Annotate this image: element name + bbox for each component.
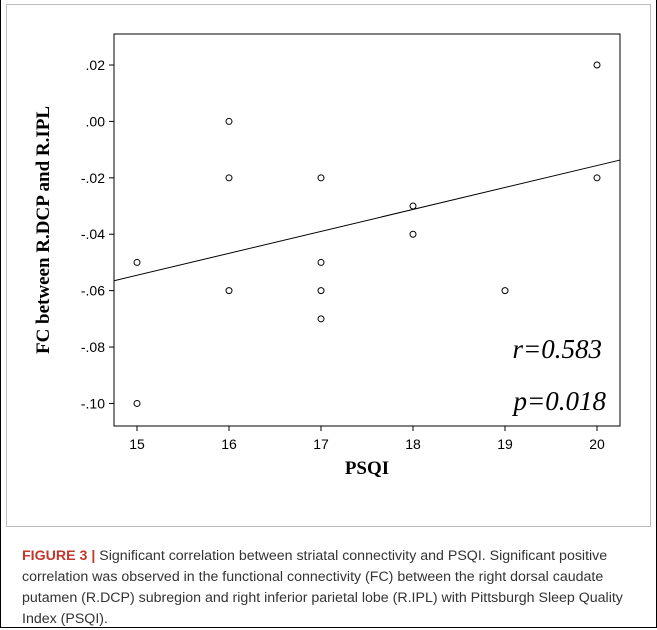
data-point: [409, 202, 417, 210]
data-point: [133, 399, 141, 407]
data-point: [409, 230, 417, 238]
y-tick-label: -.10: [81, 395, 105, 411]
y-tick-label: -.06: [81, 283, 105, 299]
fit-line: [113, 159, 621, 282]
scatter-chart: .02.00-.02-.04-.06-.08-.10 15 16 17 18 19 20 …: [33, 33, 621, 479]
x-tick-label: 18: [405, 436, 421, 452]
data-point: [225, 117, 233, 125]
data-point: [317, 287, 325, 295]
p-annotation: p=0.018: [512, 386, 607, 416]
y-tick-label: .00: [86, 113, 106, 129]
y-axis-title: FC between R.DCP and R.IPL: [33, 106, 54, 354]
data-point: [133, 258, 141, 266]
plot-area: [113, 33, 621, 427]
data-point: [225, 174, 233, 182]
caption-label: FIGURE 3 |: [22, 548, 96, 564]
x-axis-title: PSQI: [345, 458, 389, 479]
data-point: [317, 174, 325, 182]
caption-text: Significant correlation between striatal…: [22, 548, 623, 627]
figure-box: [6, 4, 651, 527]
y-axis: .02 .00 -.02 -.04 -.06 -.08 -.10: [81, 57, 114, 411]
data-point: [317, 315, 325, 323]
r-annotation: r=0.583: [513, 334, 602, 364]
x-tick-label: 16: [221, 436, 237, 452]
data-point: [593, 174, 601, 182]
figure-caption: FIGURE 3 | Significant correlation betwe…: [22, 546, 642, 630]
x-tick-label: 17: [313, 436, 329, 452]
y-tick-label: .02: [86, 57, 106, 73]
data-point: [593, 61, 601, 69]
x-tick-label: 15: [129, 436, 145, 452]
y-tick-label: -.04: [81, 226, 105, 242]
y-tick-label: -.02: [81, 170, 105, 186]
data-point: [225, 287, 233, 295]
data-point: [501, 287, 509, 295]
x-axis: 15 16 17 18 19 20: [129, 426, 605, 452]
x-tick-label: 20: [589, 436, 605, 452]
x-tick-label: 19: [497, 436, 513, 452]
data-points: [133, 61, 601, 407]
y-tick-label: -.08: [81, 339, 105, 355]
data-point: [317, 258, 325, 266]
